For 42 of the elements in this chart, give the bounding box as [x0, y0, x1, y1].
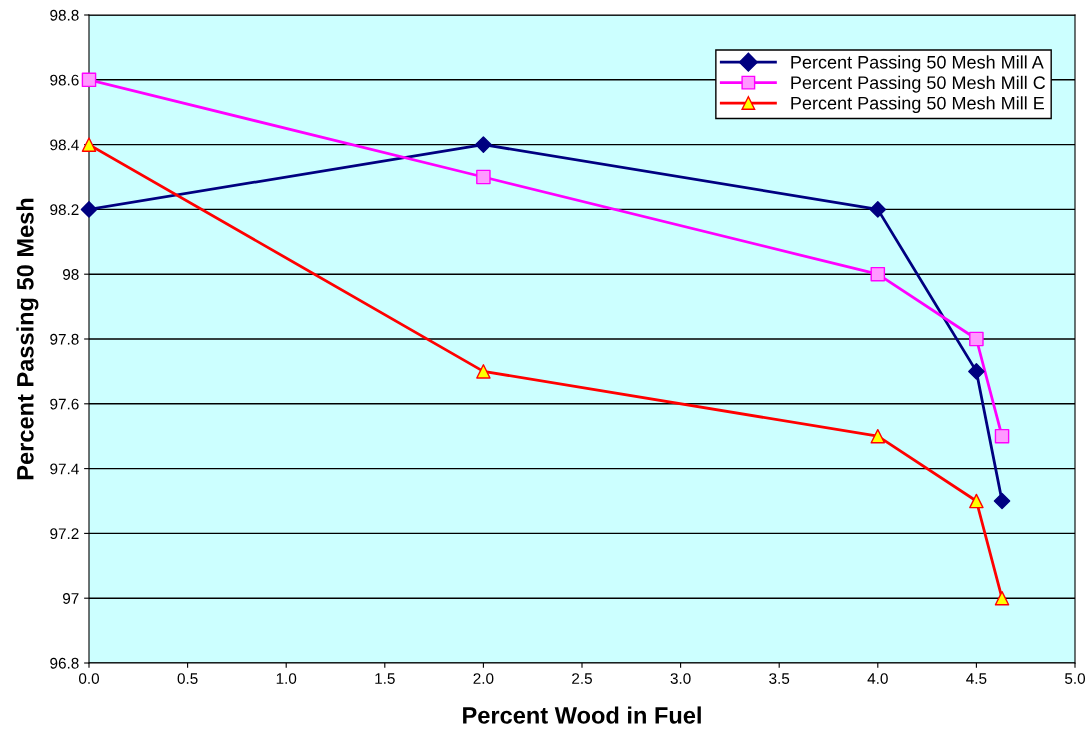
y-tick-label: 98.2 [50, 204, 79, 216]
point [994, 590, 1010, 606]
point [80, 201, 98, 218]
point [476, 169, 491, 185]
x-tick-label: 3.0 [670, 673, 691, 684]
point [475, 136, 492, 153]
point [476, 364, 491, 379]
legend-label: Percent Passing 50 Mesh Mill E [791, 96, 1045, 114]
point [994, 428, 1010, 444]
x-tick-label: 3.5 [769, 673, 790, 684]
x-tick-label: 4.5 [966, 673, 987, 684]
legend-label: Percent Passing 50 Mesh Mill C [791, 75, 1046, 93]
y-tick-label: 97.8 [50, 333, 79, 345]
x-tick-label: 1.5 [375, 673, 395, 684]
x-tick-label: 4.0 [867, 673, 888, 684]
point [870, 428, 886, 444]
y-tick-label: 96.8 [50, 657, 79, 669]
x-tick-label: 0.0 [78, 673, 100, 684]
y-tick-label: 98.6 [50, 74, 79, 86]
y-tick-label: 98 [63, 269, 79, 280]
y-tick-label: 97.6 [50, 398, 79, 410]
y-tick-label: 98.4 [50, 139, 79, 151]
y-axis-title: Percent Passing 50 Mesh [16, 198, 39, 480]
x-tick-label: 5.0 [1064, 673, 1086, 684]
y-tick-label: 97.2 [50, 528, 79, 540]
x-axis-title: Percent Wood in Fuel [463, 706, 701, 724]
x-tick-label: 0.5 [177, 673, 198, 684]
point [968, 363, 985, 380]
point [869, 201, 887, 218]
point [969, 493, 984, 509]
y-tick-label: 98.8 [50, 9, 79, 21]
x-tick-label: 1.0 [276, 673, 297, 684]
legend-label: Percent Passing 50 Mesh Mill A [791, 55, 1044, 73]
point [969, 331, 984, 347]
y-tick-label: 97.4 [50, 463, 79, 475]
point [993, 492, 1011, 510]
y-tick-label: 97 [63, 593, 79, 604]
x-tick-label: 2.5 [572, 673, 592, 684]
x-tick-label: 2.0 [473, 673, 494, 684]
point [870, 266, 886, 282]
point [81, 72, 97, 88]
point [81, 137, 97, 152]
